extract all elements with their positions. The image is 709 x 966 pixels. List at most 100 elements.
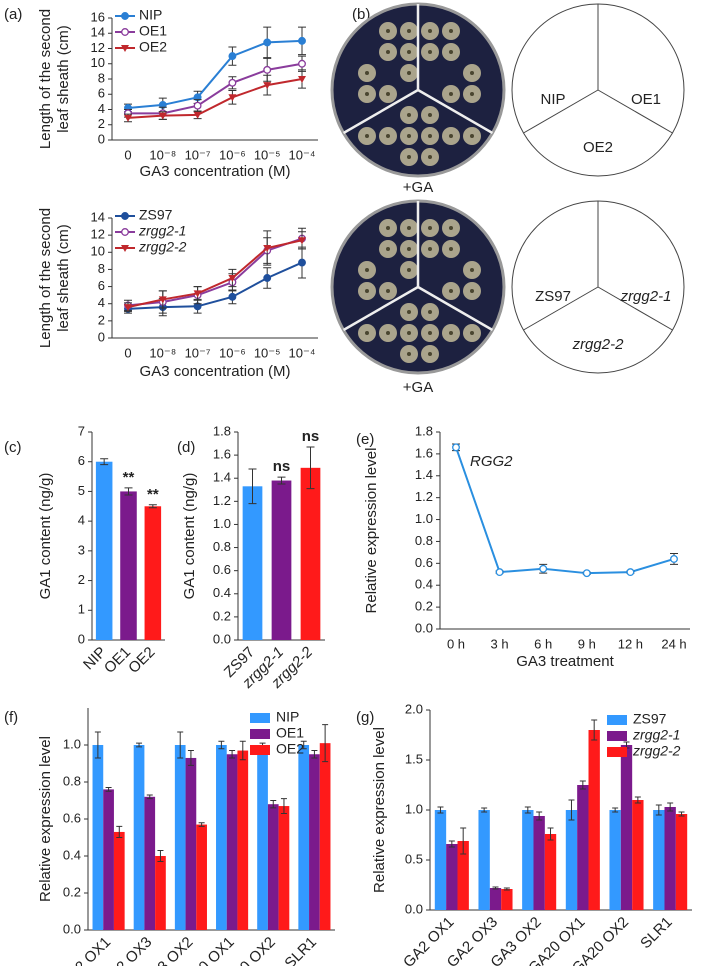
bar	[271, 480, 292, 640]
colony-core	[449, 289, 453, 293]
y-axis-label: Relative expression level	[363, 448, 380, 614]
bar	[174, 745, 186, 930]
y-tick-label: 0.4	[213, 585, 231, 600]
panel-label: (b)	[352, 6, 370, 23]
colony-core	[386, 289, 390, 293]
point	[124, 114, 132, 122]
bar	[565, 810, 578, 910]
legend-label: zrgg2-1	[138, 223, 186, 239]
y-tick-label: 0.2	[213, 608, 231, 623]
error-bar	[300, 740, 307, 750]
colony-core	[470, 268, 474, 272]
x-axis-label: GA3 concentration (M)	[140, 363, 291, 380]
sector-label: zrgg2-1	[620, 288, 672, 305]
x-tick-label: GA2 OX1	[57, 934, 114, 966]
bar	[319, 743, 331, 930]
bar	[664, 807, 676, 910]
legend-swatch	[250, 713, 270, 723]
y-tick-label: 2.0	[405, 701, 423, 716]
point	[228, 275, 237, 282]
bar	[588, 730, 600, 910]
legend-label: OE2	[276, 741, 304, 757]
y-tick-label: 1.0	[415, 511, 433, 526]
error-bar	[568, 799, 575, 821]
colony-core	[449, 92, 453, 96]
x-tick-label: 10⁻⁸	[149, 147, 176, 162]
error-bar	[524, 806, 531, 814]
colony-core	[449, 247, 453, 251]
error-bar	[136, 742, 143, 748]
error-bar	[124, 487, 133, 496]
y-tick-label: 0.0	[415, 620, 433, 635]
y-tick-label: 0.8	[213, 539, 231, 554]
bar	[144, 506, 162, 640]
point	[263, 245, 272, 252]
legend-marker	[121, 28, 129, 36]
bar	[300, 467, 321, 640]
error-bar	[280, 798, 287, 814]
legend-swatch	[607, 715, 627, 725]
error-bar	[481, 807, 488, 813]
sector-line	[597, 286, 673, 331]
y-axis-label: Relative expression level	[37, 736, 54, 902]
error-bar	[547, 827, 554, 841]
y-tick-label: 0.4	[63, 847, 81, 862]
x-tick-label: 3 h	[491, 636, 509, 651]
sector-line	[342, 88, 419, 135]
line	[127, 39, 303, 109]
x-tick-label: SLR1	[281, 934, 320, 966]
bar	[309, 754, 320, 930]
point	[263, 274, 272, 282]
error-bar	[148, 504, 157, 509]
legend-swatch	[250, 729, 270, 739]
y-tick-label: 2	[98, 312, 105, 327]
colony-core	[407, 134, 411, 138]
y-tick-label: 4	[98, 101, 105, 116]
y-tick-label: 5	[78, 483, 85, 498]
colony-core	[407, 247, 411, 251]
colony-core	[407, 268, 411, 272]
line	[127, 237, 303, 307]
error-bar	[229, 750, 236, 759]
colony-core	[428, 155, 432, 159]
y-tick-label: 0.6	[213, 562, 231, 577]
point	[298, 76, 306, 83]
y-tick-label: 4	[78, 513, 85, 528]
legend-marker	[121, 245, 129, 252]
colony-core	[365, 289, 369, 293]
error-bar	[177, 731, 184, 759]
legend-label: OE2	[139, 39, 167, 55]
x-tick-label: OE2	[125, 644, 158, 677]
bar	[489, 888, 502, 910]
colony-core	[449, 226, 453, 230]
colony-core	[407, 50, 411, 54]
annotation: RGG2	[470, 453, 513, 470]
error-bar	[218, 740, 225, 750]
legend-label: NIP	[276, 709, 299, 725]
x-tick-label: 10⁻⁵	[254, 147, 281, 162]
bar	[242, 486, 263, 640]
point	[158, 296, 167, 304]
colony-core	[365, 134, 369, 138]
x-tick-label: 10⁻⁴	[289, 147, 316, 162]
point	[495, 568, 504, 577]
colony-core	[365, 331, 369, 335]
y-tick-label: 0.8	[63, 773, 81, 788]
y-axis-label: Length of the second	[37, 208, 54, 348]
line	[127, 261, 303, 310]
bar	[95, 461, 113, 640]
plate-caption: +GA	[403, 179, 433, 196]
error-bar	[248, 468, 257, 505]
y-tick-label: 12	[91, 40, 105, 55]
colony-core	[428, 331, 432, 335]
y-tick-label: 1.4	[213, 470, 231, 485]
point	[263, 65, 272, 74]
sector-label: NIP	[540, 91, 565, 108]
error-bar	[634, 796, 641, 804]
point	[158, 112, 167, 120]
colony-core	[407, 310, 411, 314]
y-tick-label: 3	[78, 542, 85, 557]
bar	[185, 757, 197, 930]
y-tick-label: 7	[78, 423, 85, 438]
